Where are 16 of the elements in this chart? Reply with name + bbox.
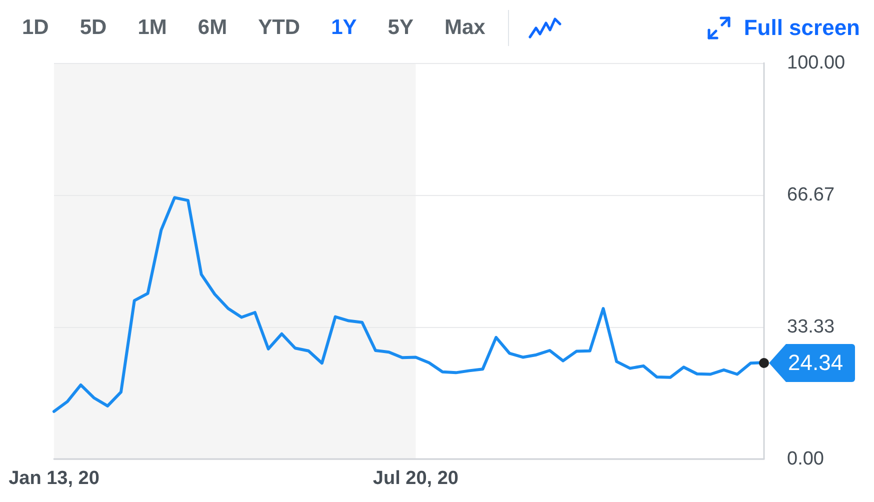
y-tick-label: 0.00 xyxy=(787,448,824,470)
text: YTD xyxy=(258,16,300,40)
text: 1M xyxy=(138,16,167,40)
y-tick-label: 100.00 xyxy=(787,52,846,74)
annotation: 24.34 xyxy=(786,344,856,382)
text: Max xyxy=(444,16,486,40)
y-tick-label: 33.33 xyxy=(787,316,835,338)
text: 1D xyxy=(22,16,49,40)
text: Full screen xyxy=(744,15,860,41)
text: 5D xyxy=(80,16,107,40)
text: 5Y xyxy=(388,16,414,40)
text: 1Y xyxy=(331,16,357,40)
x-tick-label: Jul 20, 20 xyxy=(372,468,458,489)
text: 6M xyxy=(198,16,228,40)
x-tick-label: Jan 13, 20 xyxy=(8,468,100,489)
y-tick-label: 66.67 xyxy=(787,184,835,206)
